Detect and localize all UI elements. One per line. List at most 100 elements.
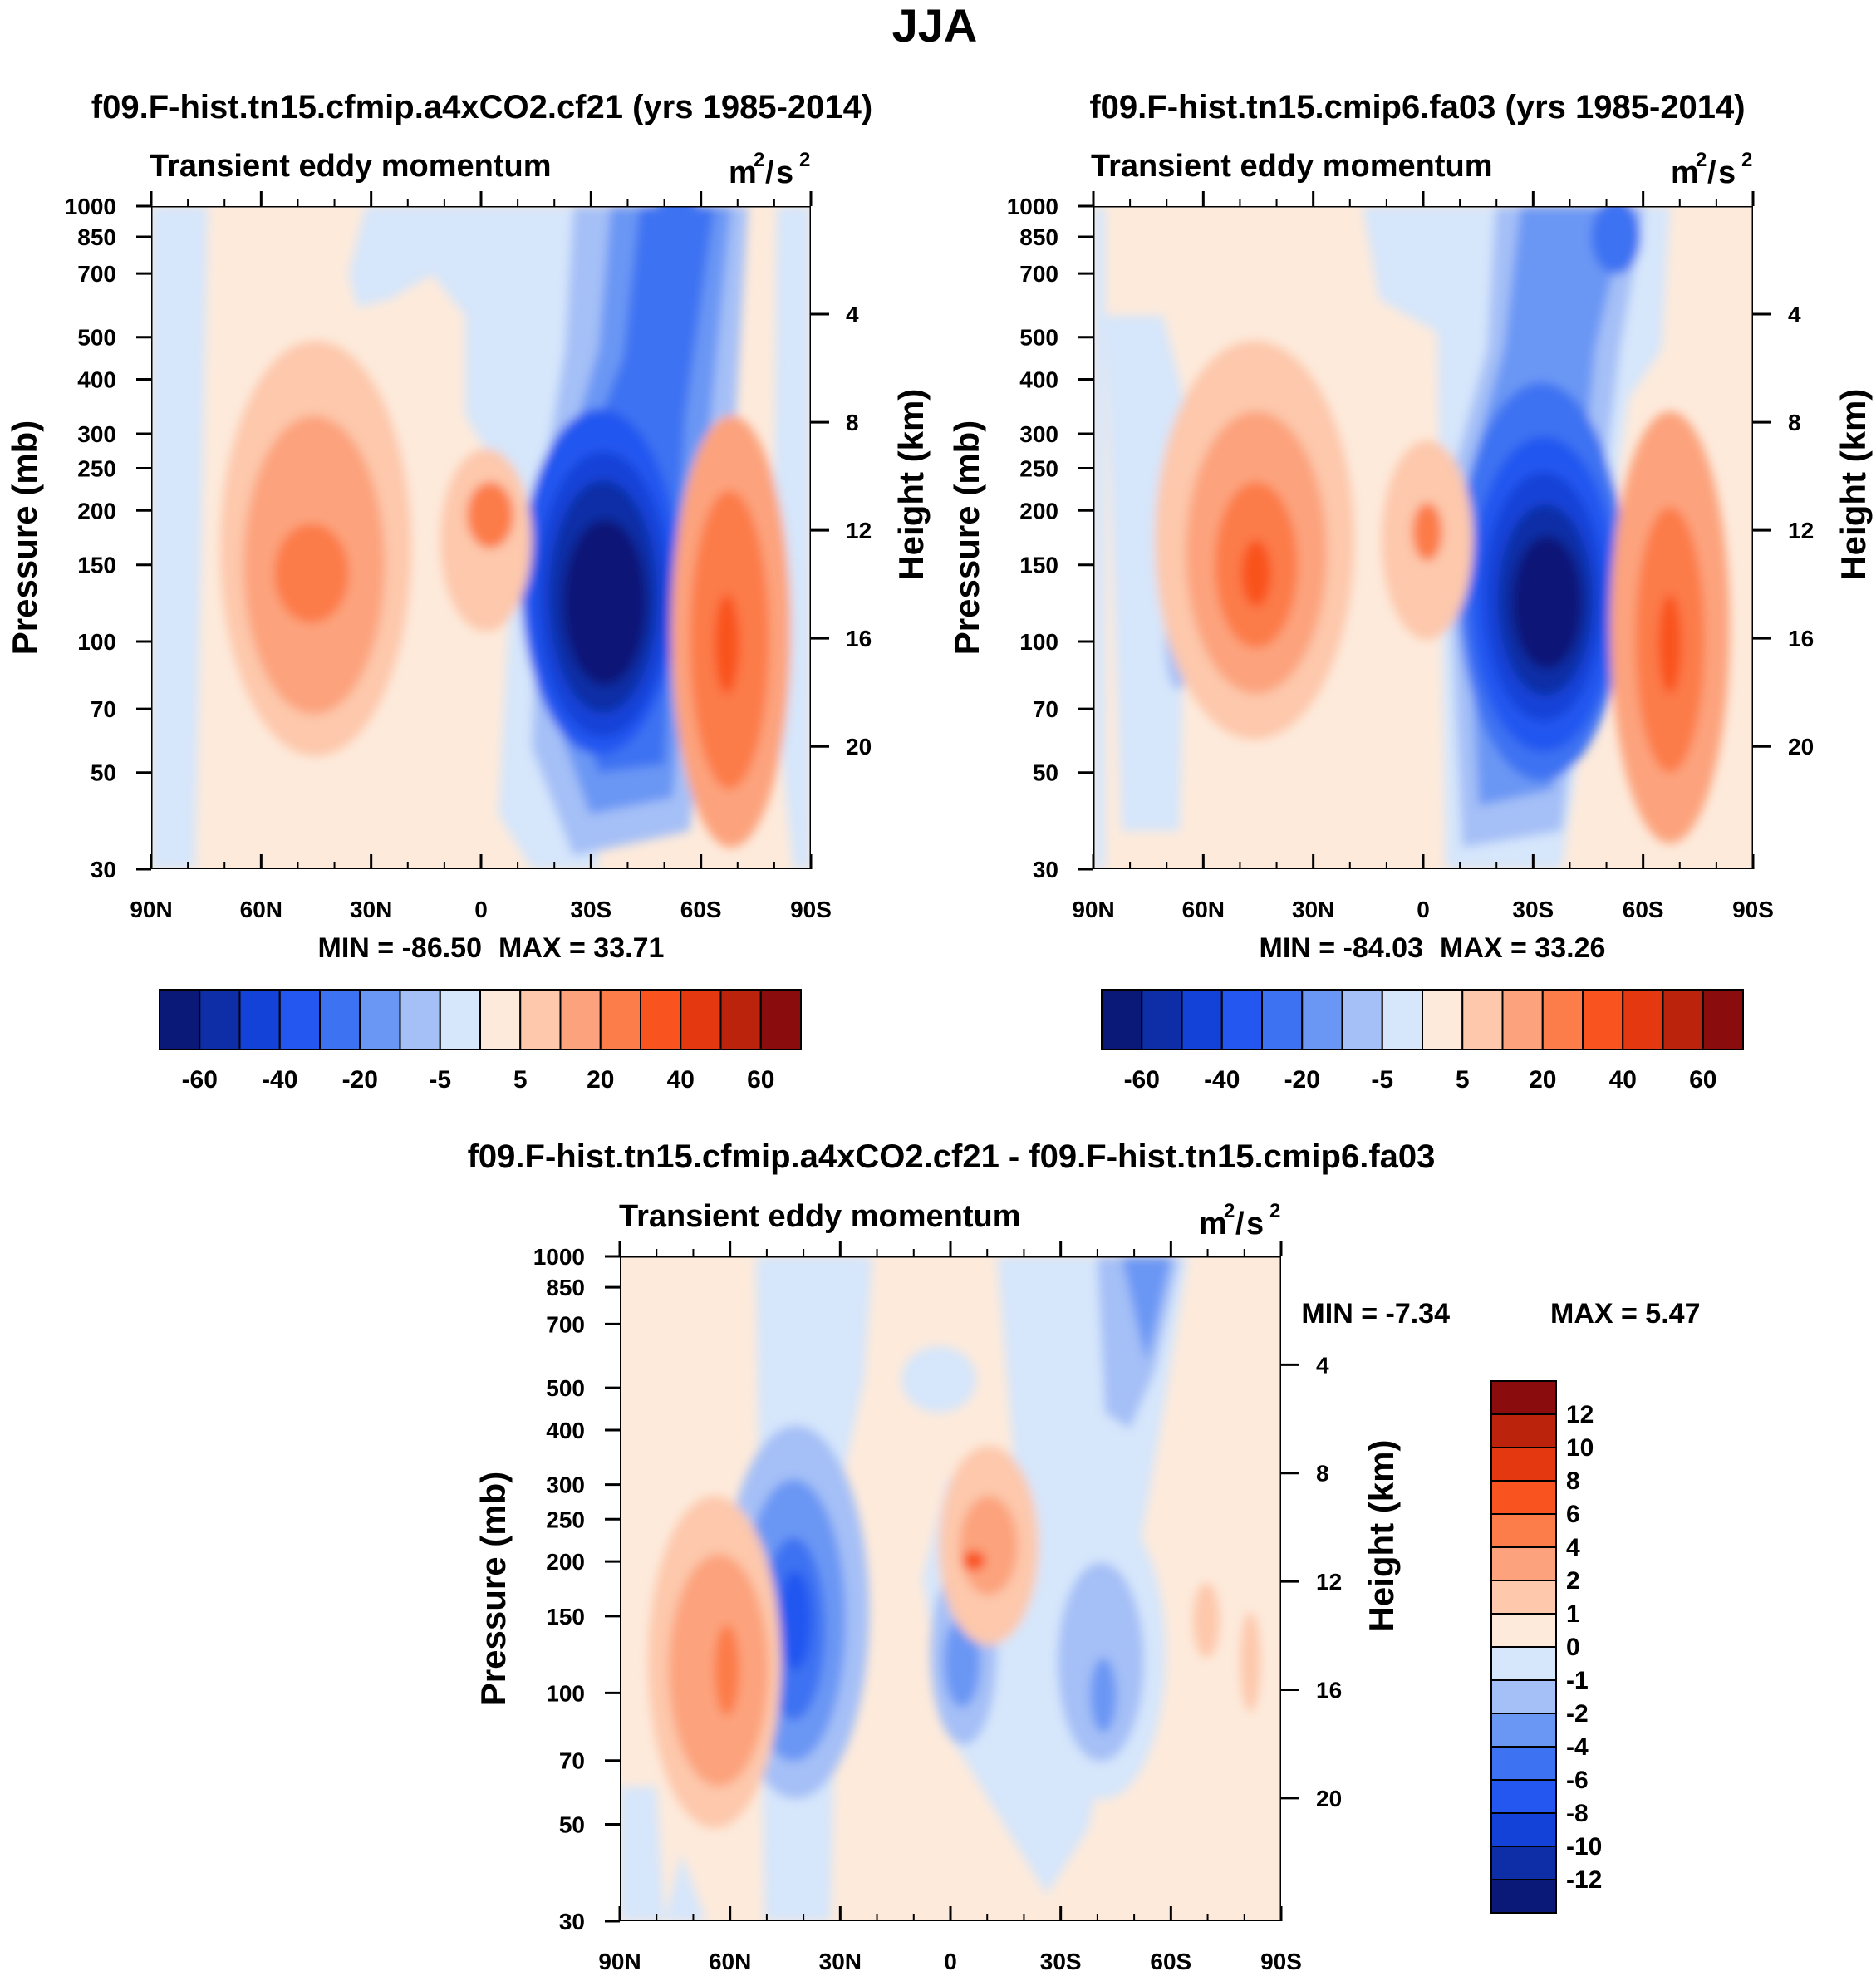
panel-3-pos-region	[715, 1625, 739, 1716]
y-tick-label: 50	[91, 760, 116, 786]
y2-tick-label: 4	[1316, 1352, 1329, 1378]
colorbar-label: -8	[1566, 1800, 1589, 1827]
y-tick-label: 850	[1019, 224, 1058, 250]
colorbar-label: 40	[667, 1066, 695, 1094]
colorbar-swatch	[719, 989, 762, 1050]
y-tick-label: 100	[1019, 629, 1058, 655]
colorbar-swatch	[1490, 1646, 1557, 1681]
y-tick-label: 30	[91, 857, 116, 882]
colorbar-label: 6	[1566, 1501, 1580, 1528]
y-tick-label: 1000	[1007, 194, 1058, 219]
y-tick-label: 200	[77, 498, 116, 524]
panel-1-max: MAX = 33.71	[498, 932, 664, 964]
y-tick-label: 100	[77, 629, 116, 655]
y-tick-label: 250	[1019, 455, 1058, 481]
y-tick-label: 30	[559, 1909, 585, 1934]
colorbar-swatch	[1541, 989, 1584, 1050]
colorbar-label: 10	[1566, 1434, 1594, 1462]
colorbar-swatch	[1261, 989, 1304, 1050]
units-base: m	[1671, 155, 1699, 190]
panel-3-min: MIN = -7.34	[1301, 1298, 1450, 1330]
panel-3-neg-region	[1090, 1658, 1117, 1733]
panel-1-neg-region	[151, 206, 208, 869]
panel-1-min: MIN = -86.50	[318, 932, 482, 964]
panel-1-colorbar: -60 -40 -20 -5 5 20 40 60	[159, 989, 802, 1094]
y2-tick-label: 8	[1316, 1461, 1329, 1487]
y-tick-label: 200	[1019, 498, 1058, 524]
colorbar-swatch	[1490, 1447, 1557, 1482]
panel-3-pos-region	[960, 1496, 1018, 1595]
x-tick-label: 30S	[570, 897, 611, 922]
colorbar-label: 20	[1529, 1066, 1556, 1094]
panel-1-pos-region	[467, 482, 513, 548]
x-tick-label: 60S	[1150, 1949, 1191, 1974]
colorbar-swatch	[1490, 1746, 1557, 1781]
colorbar-label: -1	[1566, 1667, 1589, 1694]
y2-tick-label: 4	[846, 302, 859, 327]
panel-3-neg-region	[620, 1787, 665, 1921]
colorbar-swatch	[599, 989, 641, 1050]
colorbar-swatch	[1490, 1380, 1557, 1415]
panel-3-plot	[620, 1256, 1281, 1921]
x-tick-label: 90N	[1072, 897, 1114, 922]
colorbar-swatch	[1622, 989, 1664, 1050]
colorbar-swatch	[1501, 989, 1544, 1050]
colorbar-label: 5	[1456, 1066, 1470, 1094]
panel-2-plot	[1093, 206, 1753, 869]
y-tick-label: 70	[91, 696, 116, 722]
panel-3-neg-region	[1122, 1256, 1171, 1363]
y-tick-label: 300	[77, 421, 116, 447]
colorbar-swatch	[1702, 989, 1744, 1050]
panel-3-neg-region	[944, 1616, 980, 1708]
y-tick-label: 150	[77, 553, 116, 578]
y2-tick-label: 4	[1788, 302, 1801, 327]
units-sep: /	[1707, 155, 1716, 190]
panel-2-min: MIN = -84.03	[1260, 932, 1423, 964]
x-tick-label: 0	[1417, 897, 1430, 922]
colorbar-label: -2	[1566, 1700, 1589, 1728]
colorbar-swatch	[439, 989, 481, 1050]
colorbar-swatch	[519, 989, 562, 1050]
panel-1-pos-region	[715, 594, 739, 694]
colorbar-label: -20	[342, 1066, 378, 1094]
colorbar-label: -40	[1204, 1066, 1240, 1094]
x-tick-label: 60N	[1182, 897, 1225, 922]
y-tick-label: 400	[77, 367, 116, 393]
units-exp-den: 2	[1269, 1200, 1280, 1222]
y2-axis-label: Height (km)	[1834, 389, 1873, 581]
y-tick-label: 200	[546, 1549, 585, 1575]
y2-tick-label: 20	[1316, 1786, 1342, 1811]
y-tick-label: 1000	[65, 194, 116, 219]
y-tick-label: 400	[546, 1418, 585, 1443]
y2-tick-label: 12	[1788, 518, 1814, 543]
colorbar-swatch	[759, 989, 802, 1050]
panel-2-pos-region	[1412, 503, 1442, 561]
y-tick-label: 1000	[533, 1244, 585, 1270]
colorbar-label: 5	[513, 1066, 528, 1094]
panel-2-neg-region	[1512, 536, 1582, 669]
colorbar-swatch	[640, 989, 682, 1050]
y-tick-label: 700	[1019, 261, 1058, 287]
y2-axis-label: Height (km)	[891, 389, 931, 581]
colorbar-label: -10	[1566, 1833, 1602, 1861]
colorbar-label: 4	[1566, 1534, 1580, 1561]
y2-tick-label: 16	[1788, 626, 1814, 651]
y2-tick-label: 20	[1788, 734, 1814, 759]
y-tick-label: 30	[1033, 857, 1058, 882]
panel-3: f09.F-hist.tn15.cfmip.a4xCO2.cf21 - f09.…	[468, 1138, 1701, 1974]
units-base: m	[1199, 1207, 1227, 1241]
y2-axis-label: Height (km)	[1362, 1440, 1401, 1632]
colorbar-swatch	[1181, 989, 1223, 1050]
y-axis-label: Pressure (mb)	[947, 420, 986, 655]
colorbar-label: -40	[262, 1066, 297, 1094]
x-tick-label: 90S	[790, 897, 832, 922]
panel-1-title: f09.F-hist.tn15.cfmip.a4xCO2.cf21 (yrs 1…	[91, 89, 872, 125]
colorbar-label: -5	[1371, 1066, 1393, 1094]
colorbar-label: -20	[1284, 1066, 1320, 1094]
colorbar-swatch	[1490, 1613, 1557, 1648]
y-tick-label: 500	[77, 325, 116, 351]
panel-2-neg-region	[1591, 206, 1641, 274]
units-exp-den: 2	[1741, 149, 1752, 171]
x-tick-label: 30N	[350, 897, 392, 922]
